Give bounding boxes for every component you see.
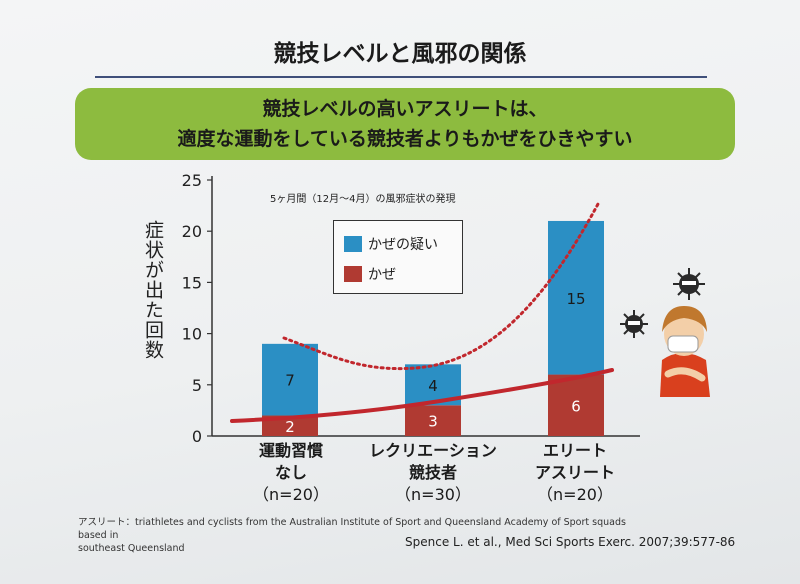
chart-subtitle: 5ヶ月間（12月〜4月）の風邪症状の発現 xyxy=(270,194,456,205)
trend-line-dotted xyxy=(282,202,600,371)
bar-cold xyxy=(262,415,318,436)
virus-icon xyxy=(620,310,648,338)
banner-line-2: 適度な運動をしている競技者よりもかぜをひきやすい xyxy=(177,128,633,150)
bar-suspected xyxy=(262,343,318,416)
bar-cold xyxy=(405,405,461,436)
bar-label-cold: 3 xyxy=(428,413,438,431)
y-tick-label: 25 xyxy=(182,171,202,190)
legend-label-cold: かぜ xyxy=(368,267,396,283)
bar-cold xyxy=(548,374,604,436)
virus-icon xyxy=(673,268,705,300)
y-tick-label: 10 xyxy=(182,325,202,344)
footnote-line-1: アスリート：triathletes and cyclists from the … xyxy=(78,517,626,541)
y-tick-label: 5 xyxy=(192,376,202,395)
legend-label-suspected: かぜの疑い xyxy=(368,237,438,253)
category-n: （n=20） xyxy=(253,485,329,504)
category-label-line2: なし xyxy=(274,463,307,482)
y-tick-label: 0 xyxy=(192,427,202,446)
banner-line-1: 競技レベルの高いアスリートは、 xyxy=(262,98,548,120)
person-figure xyxy=(660,306,710,397)
bar-label-cold: 6 xyxy=(571,397,581,415)
category-label-none: 運動習慣 なし （n=20） xyxy=(216,440,366,506)
category-n: （n=20） xyxy=(537,485,613,504)
bar-label-suspected: 4 xyxy=(428,377,438,395)
category-label-line1: エリート xyxy=(542,441,607,460)
bar-suspected xyxy=(548,220,604,375)
chart-legend: かぜの疑い かぜ xyxy=(333,220,463,294)
legend-item-suspected: かぜの疑い xyxy=(344,234,438,254)
category-label-line2: アスリート xyxy=(534,463,615,482)
y-tick-label: 15 xyxy=(182,273,202,292)
category-label-line1: レクリエーション xyxy=(369,441,497,460)
footnote-line-2: southeast Queensland xyxy=(78,543,185,554)
category-label-line1: 運動習慣 xyxy=(258,441,323,460)
category-label-line2: 競技者 xyxy=(408,463,457,482)
legend-item-cold: かぜ xyxy=(344,264,396,284)
category-label-recreational: レクリエーション 競技者 （n=30） xyxy=(358,440,508,506)
bar-label-cold: 2 xyxy=(285,418,295,436)
y-tick-label: 20 xyxy=(182,222,202,241)
title-divider xyxy=(95,76,707,78)
footnote: アスリート：triathletes and cyclists from the … xyxy=(78,516,638,555)
trend-line-solid xyxy=(230,368,614,423)
y-axis-label: 症状が出た回数 xyxy=(142,220,164,360)
legend-swatch-cold xyxy=(344,266,362,282)
citation: Spence L. et al., Med Sci Sports Exerc. … xyxy=(405,535,736,549)
page-title: 競技レベルと風邪の関係 xyxy=(273,41,527,67)
bar-label-suspected: 7 xyxy=(285,372,295,390)
category-label-elite: エリート アスリート （n=20） xyxy=(500,440,650,506)
legend-swatch-suspected xyxy=(344,236,362,252)
bar-label-suspected: 15 xyxy=(566,290,585,308)
category-n: （n=30） xyxy=(395,485,471,504)
headline-banner: 競技レベルの高いアスリートは、 適度な運動をしている競技者よりもかぜをひきやすい xyxy=(75,88,735,160)
sick-person-illustration xyxy=(620,268,710,397)
